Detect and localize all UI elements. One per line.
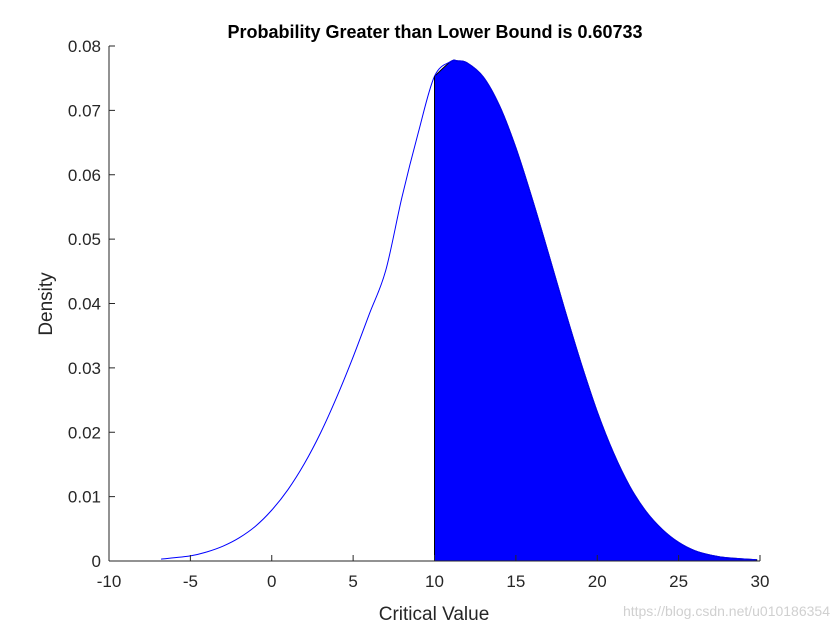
y-tick-label: 0.06 [68, 166, 101, 185]
x-tick-label: -5 [183, 572, 198, 591]
y-tick-label: 0.02 [68, 423, 101, 442]
y-ticks: 0 0.01 0.02 0.03 0.04 0.05 0.06 0.07 0.08 [68, 37, 115, 571]
watermark: https://blog.csdn.net/u010186354 [623, 603, 830, 619]
x-tick-label: 0 [267, 572, 276, 591]
x-ticks: -10 -5 0 5 10 15 20 25 30 [97, 555, 770, 591]
y-tick-label: 0.05 [68, 230, 101, 249]
shaded-region [434, 59, 758, 562]
axes: -10 -5 0 5 10 15 20 25 30 00.010.020.030.040.050… [68, 37, 770, 591]
density-curve [161, 59, 757, 561]
x-tick-label: 15 [506, 572, 525, 591]
x-axis-title: Critical Value [379, 604, 490, 625]
y-tick-label: 0.08 [68, 37, 101, 56]
x-tick-label: -10 [97, 572, 122, 591]
y-tick-label: 0.01 [68, 488, 101, 507]
y-tick-label: 0.07 [68, 101, 101, 120]
y-axis-title: Density [36, 272, 57, 336]
chart-title: Probability Greater than Lower Bound is … [227, 22, 642, 42]
y-tick-label: 0 [92, 552, 101, 571]
y-tick-label: 0.04 [68, 295, 101, 314]
y-tick-label: 0.03 [68, 359, 101, 378]
x-tick-label: 5 [348, 572, 357, 591]
x-tick-label: 20 [588, 572, 607, 591]
plot-area [161, 59, 758, 562]
x-tick-label: 10 [425, 572, 444, 591]
x-tick-label: 30 [751, 572, 770, 591]
x-tick-label: 25 [669, 572, 688, 591]
